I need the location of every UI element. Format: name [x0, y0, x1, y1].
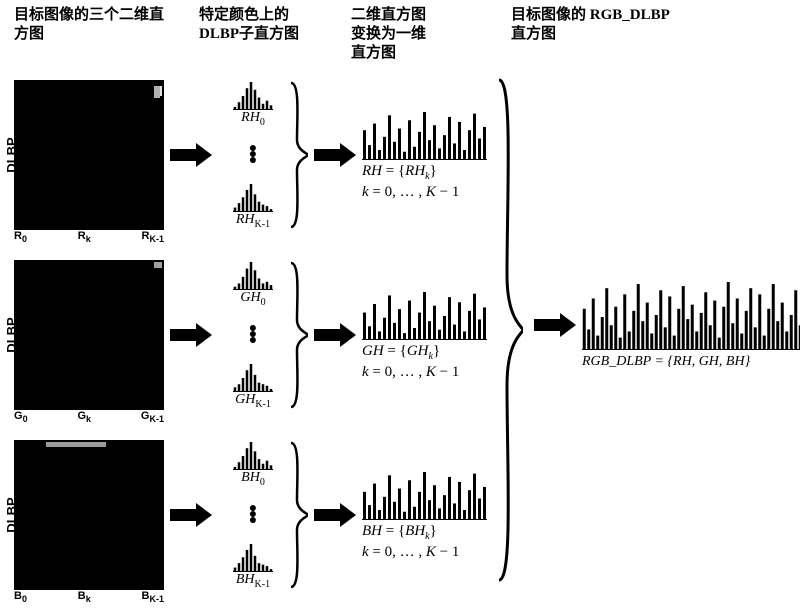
xticks: G0GkGK-1 [14, 410, 164, 424]
arrow-icon [170, 506, 212, 524]
brace-icon [288, 80, 308, 230]
formula: BH = {BHk}k = 0, … , K − 1 [362, 522, 459, 561]
brace-icon [288, 440, 308, 590]
arrow-icon [314, 326, 356, 344]
vdots: ●●● [249, 506, 257, 525]
big-brace [495, 75, 523, 585]
mini-label: GH0 [233, 290, 273, 308]
header-1: 目标图像的三个二维直方图 [14, 6, 169, 62]
arrow-final [534, 316, 576, 334]
mini-label: RH0 [233, 110, 273, 128]
square-B: DLBPB0BkBK-1 [14, 440, 164, 590]
mini-label: BH0 [233, 470, 273, 488]
header-2: 特定颜色上的 DLBP子直方图 [199, 6, 339, 62]
subhists-B: BH0 ●●● BHK-1 [218, 440, 288, 590]
arrow-icon [314, 146, 356, 164]
square-G: DLBPG0GkGK-1 [14, 260, 164, 410]
vdots: ●●● [249, 326, 257, 345]
arrow-icon [170, 326, 212, 344]
header-row: 目标图像的三个二维直方图 特定颜色上的 DLBP子直方图 二维直方图 变换为一维… [14, 6, 784, 62]
mini-label: RHK-1 [233, 212, 273, 230]
hist2d [14, 440, 164, 590]
hist2d [14, 80, 164, 230]
header-3: 二维直方图 变换为一维 直方图 [351, 6, 471, 62]
row-B: DLBPB0BkBK-1 BH0 ●●● BHK-1 BH = {BHk}k = 0,… [14, 430, 784, 600]
final-formula: RGB_DLBP = {RH, GH, BH} [582, 354, 750, 370]
vdots: ●●● [249, 146, 257, 165]
arrow-icon [170, 146, 212, 164]
formula: RH = {RHk}k = 0, … , K − 1 [362, 162, 459, 201]
square-R: DLBPR0RkRK-1 [14, 80, 164, 230]
xticks: R0RkRK-1 [14, 230, 164, 244]
mini-label: BHK-1 [233, 572, 273, 590]
arrow-icon [314, 506, 356, 524]
hist2d [14, 260, 164, 410]
brace-icon [288, 260, 308, 410]
xticks: B0BkBK-1 [14, 590, 164, 604]
final-stage: RGB_DLBP = {RH, GH, BH} [528, 280, 800, 370]
subhists-G: GH0 ●●● GHK-1 [218, 260, 288, 410]
header-4: 目标图像的 RGB_DLBP 直方图 [511, 6, 771, 62]
formula: GH = {GHk}k = 0, … , K − 1 [362, 342, 459, 381]
final-histogram [582, 280, 800, 350]
mini-label: GHK-1 [233, 392, 273, 410]
row-R: DLBPR0RkRK-1 RH0 ●●● RHK-1 RH = {RHk}k = 0,… [14, 70, 784, 240]
subhists-R: RH0 ●●● RHK-1 [218, 80, 288, 230]
